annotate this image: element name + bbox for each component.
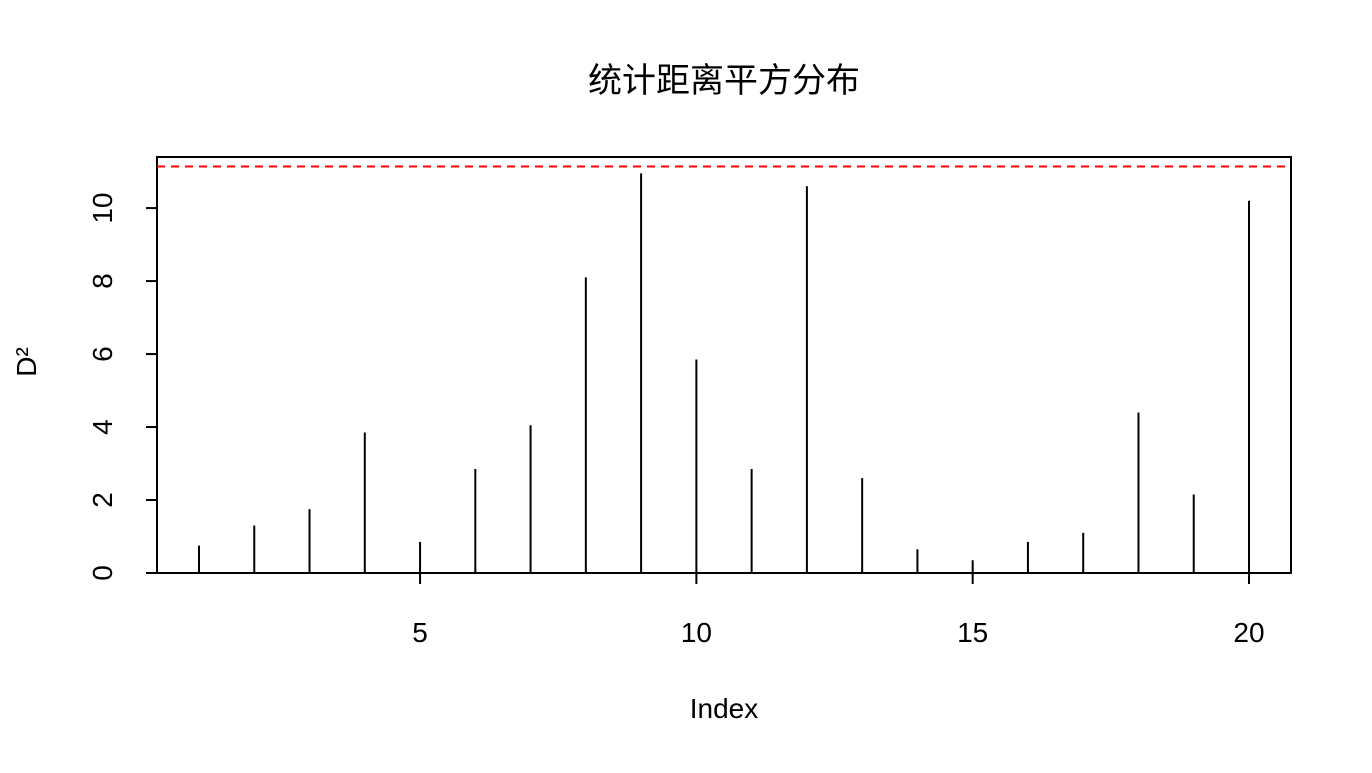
chart-title: 统计距离平方分布 (588, 61, 860, 101)
x-tick-label-20: 20 (1233, 617, 1264, 648)
x-tick-label-10: 10 (681, 617, 712, 648)
plot-area: 5 10 15 20 0 2 4 6 8 10 (87, 156, 1292, 648)
x-axis-title: Index (690, 693, 759, 724)
y-tick-label-6: 6 (87, 346, 118, 362)
x-tick-label-15: 15 (957, 617, 988, 648)
y-tick-label-0: 0 (87, 565, 118, 581)
y-tick-label-4: 4 (87, 419, 118, 435)
x-tick-label-5: 5 (412, 617, 428, 648)
y-axis-title: D² (11, 347, 42, 377)
y-tick-label-10: 10 (87, 193, 118, 224)
plot-frame (156, 156, 1292, 574)
y-tick-label-8: 8 (87, 273, 118, 289)
y-tick-label-2: 2 (87, 492, 118, 508)
